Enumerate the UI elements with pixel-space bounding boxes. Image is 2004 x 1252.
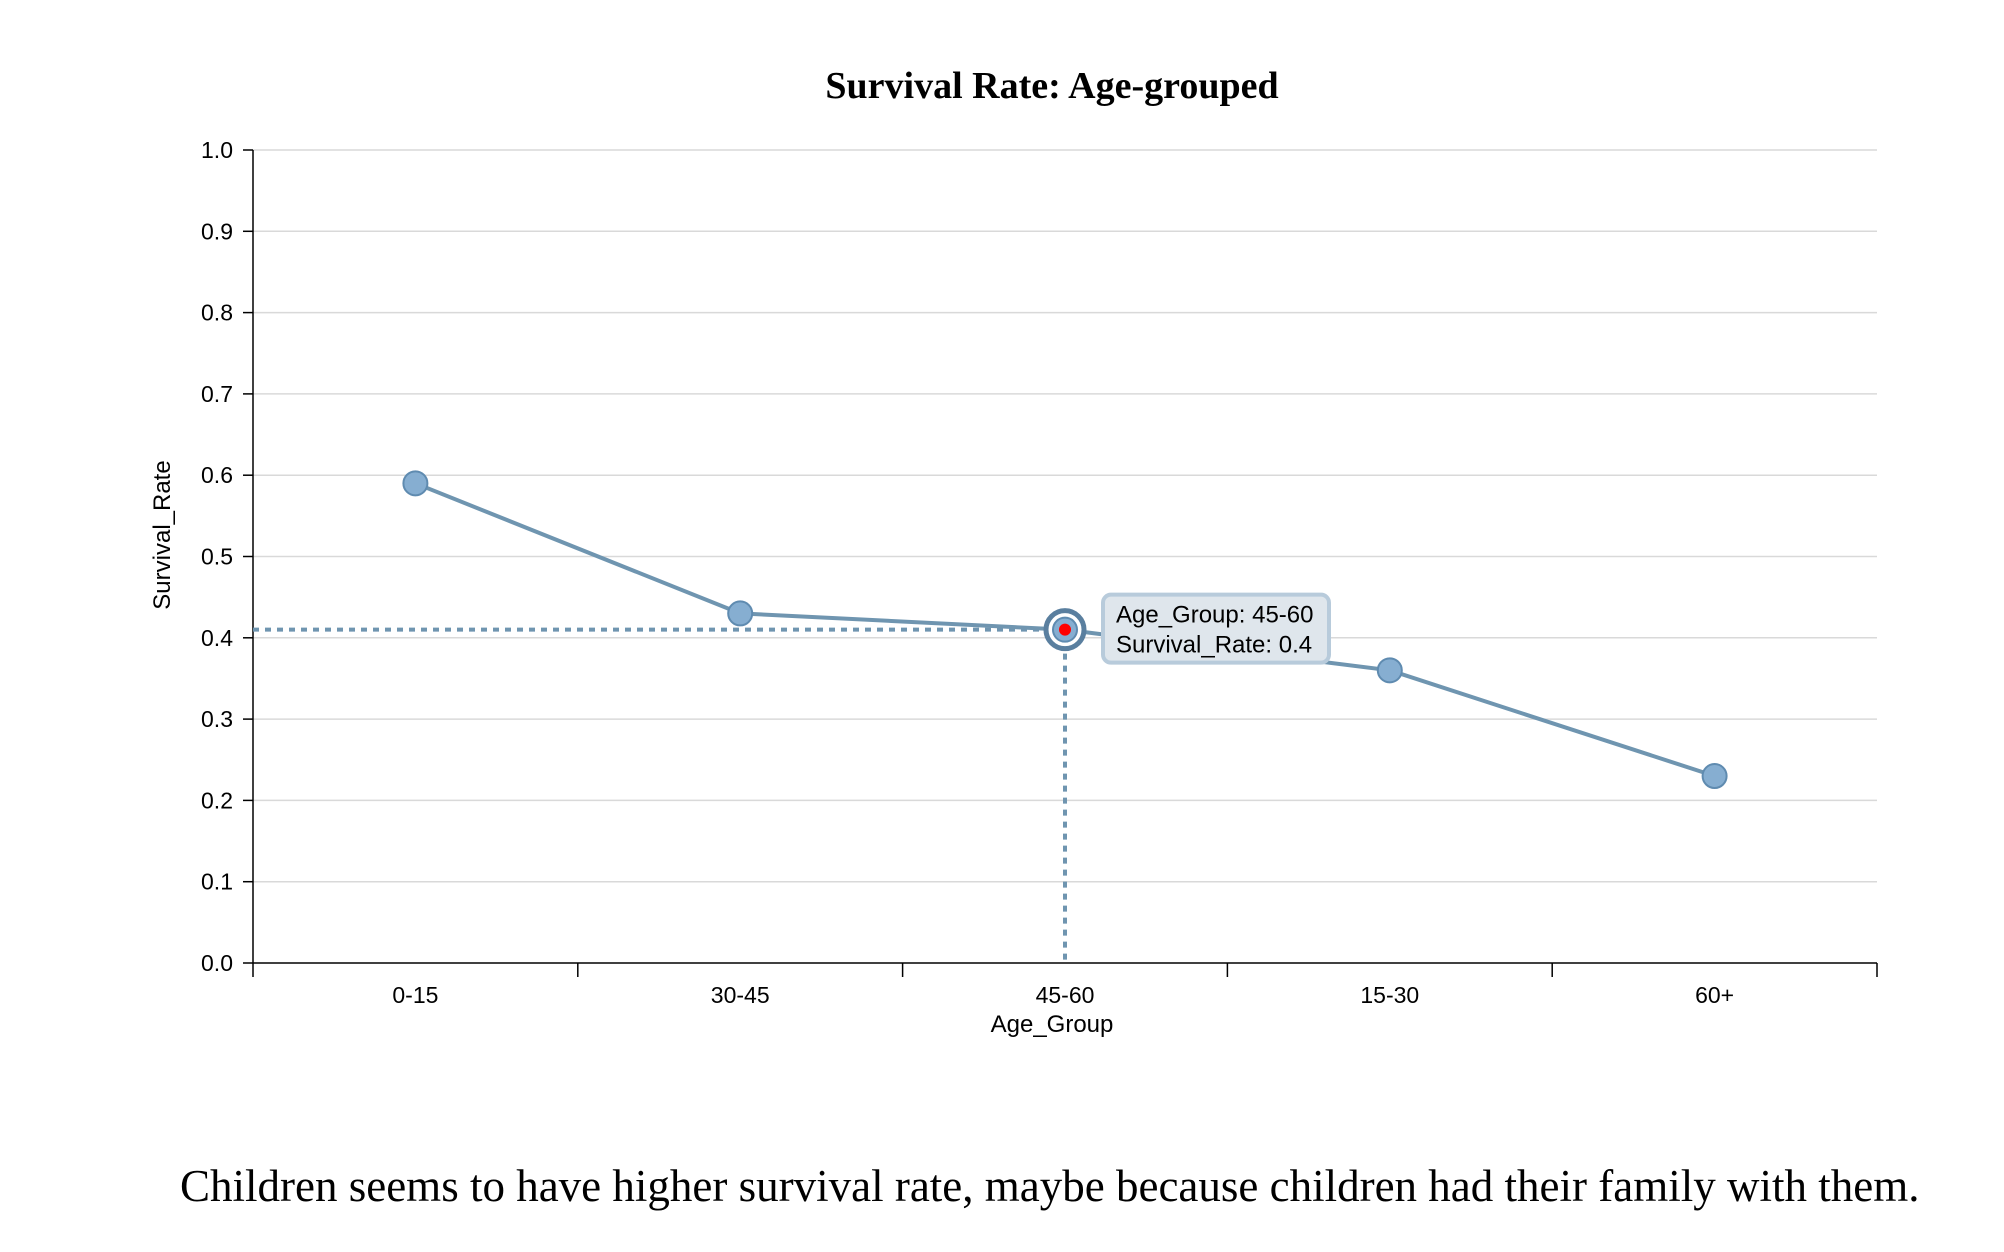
x-tick-label: 0-15 [392, 982, 438, 1008]
y-tick-label: 0.4 [201, 625, 233, 651]
y-tick-label: 0.9 [201, 218, 233, 244]
data-point [402, 470, 429, 497]
y-tick-label: 0.5 [201, 544, 233, 570]
axes: 0.0 0.1 0.2 0.3 0.4 0.5 0.6 0.7 0.8 0.9 1.0 0-15 30-… [201, 137, 1878, 1008]
tooltip-line: Survival_Rate: 0.4 [1116, 632, 1312, 659]
y-axis-title: Survival_Rate [149, 460, 176, 609]
x-axis-title: Age_Group [991, 1011, 1114, 1038]
y-tick-label: 1.0 [201, 137, 233, 163]
tooltip-box [1101, 592, 1331, 665]
y-tick-label: 0.1 [201, 869, 233, 895]
gridlines [253, 149, 1877, 883]
tooltip-line: Age_Group: 45-60 [1116, 602, 1313, 629]
data-point [727, 600, 754, 627]
x-tick-label: 15-30 [1360, 982, 1419, 1008]
chart-caption: Children seems to have higher survival r… [180, 1161, 1920, 1211]
highlight: Age_Group: 45-60 Survival_Rate: 0.4 [1043, 592, 1331, 665]
x-tick-label: 45-60 [1036, 982, 1095, 1008]
data-point [1701, 763, 1728, 790]
y-tick-label: 0.8 [201, 300, 233, 326]
highlight-dot [1059, 623, 1071, 636]
crosshair [253, 627, 1067, 963]
y-tick-label: 0.0 [201, 950, 233, 976]
y-tick-label: 0.7 [201, 381, 233, 407]
x-tick-label: 30-45 [711, 982, 770, 1008]
y-tick-label: 0.6 [201, 462, 233, 488]
chart-title: Survival Rate: Age-grouped [825, 65, 1278, 107]
data-point [1376, 657, 1403, 684]
y-tick-label: 0.3 [201, 706, 233, 732]
x-tick-label: 60+ [1695, 982, 1734, 1008]
y-tick-label: 0.2 [201, 787, 233, 813]
